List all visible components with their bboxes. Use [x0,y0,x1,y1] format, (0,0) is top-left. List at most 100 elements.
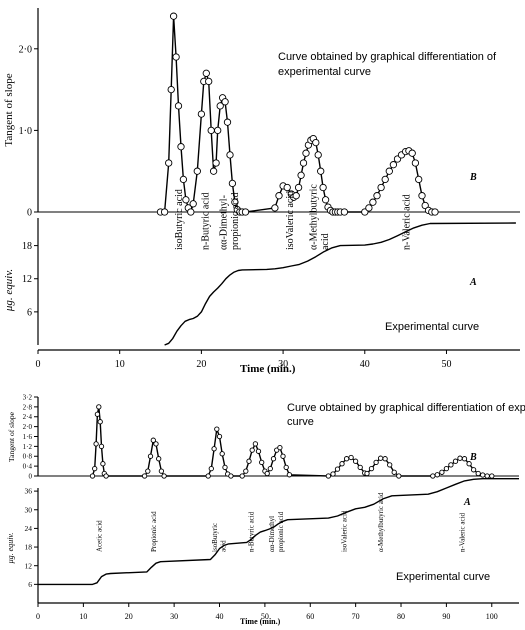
c1-b-data-point [252,441,259,447]
c0-x-tick-label: 10 [115,359,125,370]
c0-b-data-point [377,183,385,192]
c1-b-annotation: curve [287,416,314,428]
c1-b-data-point [480,472,486,478]
c1-b-y-tick-label: 2·8 [23,403,33,411]
c0-b-data-point [292,192,300,200]
c0-x-axis-label: Time (min.) [240,363,296,375]
c1-a-y-tick-label: 18 [25,543,33,552]
c1-b-data-point [228,473,234,479]
c1-b-data-point [219,451,225,457]
c1-a-peak-label: α-Methylbutyric acid [377,492,385,552]
c1-b-data-point [259,459,265,466]
c1-b-data-point [330,471,336,477]
c1-b-data-point [255,448,262,454]
c1-b-data-point [205,473,211,479]
c1-x-tick-label: 10 [79,612,87,621]
c1-b-data-point [387,462,393,468]
c0-a-peak-label: propionic acid [230,193,241,250]
c1-a-annotation: Experimental curve [396,571,490,583]
c1-b-data-point [339,461,345,467]
c1-b-data-point [357,464,363,471]
c0-a-panel-letter: A [469,277,477,288]
c0-b-data-point [312,138,320,147]
c0-b-data-point [160,208,169,216]
c1-b-data-point [96,404,102,410]
c0-b-data-point [174,102,183,110]
c1-b-data-point [430,473,436,479]
c1-x-tick-label: 20 [125,612,133,621]
c0-b-data-point [197,110,206,118]
c1-b-y-tick-label: 2·0 [23,423,33,431]
c0-x-tick-label: 30 [278,359,288,370]
c0-a-y-label: μg. equiv. [3,269,15,312]
c1-x-tick-label: 30 [170,612,178,621]
c1-x-tick-label: 40 [216,612,224,621]
c0-b-data-point [297,171,305,179]
c0-b-data-point [302,149,310,157]
c1-a-peak-label: αα-Dimethyl [268,516,276,552]
c1-b-y-tick-label: 2·4 [23,413,33,421]
c1-b-y-tick-label: 1·6 [23,433,33,441]
c1-b-data-point [396,473,402,479]
c1-b-y-tick-label: 3·2 [23,393,33,401]
c1-b-data-point [382,456,388,462]
c0-b-data-point [389,161,398,169]
c0-x-tick-label: 40 [360,359,370,370]
c1-b-data-point [141,473,148,479]
c0-b-data-point [314,151,322,159]
c1-b-data-point [211,446,217,452]
c0-b-y-tick-label: 2·0 [19,44,32,55]
c1-b-data-point [93,441,99,447]
c1-b-data-point [277,444,283,451]
c0-b-data-point [421,201,429,210]
c0-b-data-point [172,53,180,61]
c0-b-data-point [299,159,308,167]
c1-b-data-point [391,469,397,475]
c1-b-annotation: Curve obtained by graphical differentiat… [287,402,525,414]
c0-b-annotation: experimental curve [278,66,371,78]
c0-b-data-point [241,208,250,216]
c1-a-y-tick-label: 12 [25,561,33,570]
c1-b-data-point [461,456,468,462]
c1-b-data-point [214,426,220,432]
c1-x-tick-label: 0 [36,612,40,621]
c1-b-data-point [325,473,332,479]
c0-b-data-point [212,159,220,167]
c0-b-data-point [381,175,389,184]
c1-b-data-point [280,453,286,459]
c0-a-peak-label: n-Butyric acid [201,193,212,250]
c1-a-y-label: μg. equiv. [6,533,15,565]
c1-x-tick-label: 70 [352,612,360,621]
c1-b-data-point [343,456,350,462]
c1-a-peak-label: isoButyric [211,523,219,552]
c0-b-data-point [177,143,185,151]
c1-a-peak-label: n-Valeric acid [459,512,467,552]
c1-b-data-point [100,461,106,467]
c0-b-data-point [411,159,420,167]
c1-b-data-point [475,470,481,477]
c1-a-peak-label: Acetic acid [96,520,104,552]
c0-b-data-point [193,167,201,175]
c0-b-data-point [221,98,229,106]
c1-a-y-tick-label: 24 [25,524,33,533]
c0-b-data-point [179,175,188,184]
c1-b-data-point [448,462,454,468]
c1-b-y-tick-label: 0 [29,472,33,480]
c0-b-data-point [205,77,213,86]
c0-b-data-point [418,192,426,200]
c0-a-peak-label: αα-Dimethyl- [219,195,230,250]
c1-x-tick-label: 50 [261,612,269,621]
c1-b-data-point [466,461,472,467]
c0-a-peak-label: isoButyric acid [174,189,185,250]
c1-b-data-point [97,419,103,425]
c1-a-peak-label: n-Butyric acid [248,511,256,552]
c0-b-data-point [223,118,232,126]
c1-b-data-point [94,411,101,417]
c1-a-series-line [38,478,519,586]
c1-b-data-point [352,458,359,464]
c1-b-data-point [208,465,214,472]
c1-b-data-point [239,473,245,479]
c0-b-data-point [207,126,215,135]
c1-b-data-point [249,447,255,453]
